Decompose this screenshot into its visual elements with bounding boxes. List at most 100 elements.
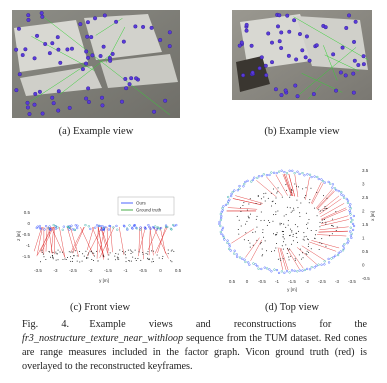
feature-point — [26, 17, 31, 22]
range-cone — [148, 226, 151, 256]
feature-point — [39, 11, 44, 16]
map-point — [289, 207, 291, 209]
map-point — [66, 256, 68, 258]
feature-point — [40, 111, 45, 116]
range-cone — [36, 226, 43, 257]
keyframe — [310, 175, 313, 179]
range-cone — [316, 234, 347, 237]
feature-point — [347, 13, 352, 18]
map-point — [145, 252, 147, 254]
map-point — [289, 248, 291, 250]
feature-point — [14, 88, 19, 93]
keyframe — [228, 245, 231, 248]
map-point — [146, 257, 148, 259]
map-point — [248, 217, 250, 219]
keyframe — [218, 220, 221, 224]
map-point — [303, 239, 305, 241]
feature-track — [293, 16, 369, 61]
map-point — [275, 213, 277, 215]
keyframe — [331, 183, 335, 186]
feature-track — [41, 15, 170, 115]
keyframe — [104, 225, 107, 229]
feature-point — [279, 46, 284, 51]
feature-point — [27, 112, 32, 117]
y-tick-label: 2.5 — [362, 195, 369, 200]
range-cone — [311, 183, 324, 205]
keyframe — [36, 225, 39, 228]
map-point — [321, 222, 323, 224]
keyframe — [334, 254, 337, 257]
map-point — [290, 255, 292, 257]
map-point — [264, 240, 266, 242]
map-point — [130, 253, 132, 255]
feature-point — [270, 60, 275, 65]
keyframe — [70, 224, 73, 227]
y-tick-label: 0.5 — [362, 249, 369, 254]
map-point — [156, 254, 158, 256]
map-point — [275, 197, 277, 199]
y-tick-label: 1 — [362, 236, 365, 241]
map-point — [285, 244, 287, 246]
feature-point — [287, 29, 292, 34]
keyframe — [139, 226, 142, 229]
map-point — [73, 255, 75, 257]
map-point — [276, 234, 278, 236]
feature-point — [14, 47, 19, 52]
keyframe — [346, 237, 349, 241]
keyframe — [147, 224, 150, 227]
keyframe — [220, 215, 223, 218]
map-point — [97, 260, 99, 262]
map-point — [52, 255, 54, 257]
feature-track — [31, 36, 95, 71]
map-point — [288, 256, 290, 258]
keyframe — [229, 249, 232, 252]
keyframe — [260, 174, 263, 178]
map-point — [275, 247, 277, 249]
keyframe — [303, 268, 306, 272]
caption-text: sequence from the TUM dataset. Red cones… — [22, 333, 367, 372]
map-point — [270, 192, 272, 194]
keyframe — [220, 232, 223, 236]
keyframe — [220, 211, 223, 214]
keyframe — [293, 269, 296, 272]
keyframe — [317, 177, 320, 181]
keyframe — [349, 203, 352, 206]
feature-point — [90, 53, 95, 58]
feature-point — [25, 100, 30, 105]
map-point — [238, 219, 240, 221]
keyframe — [223, 238, 226, 241]
keyframe — [278, 170, 281, 173]
map-point — [81, 260, 83, 262]
feature-point — [86, 99, 91, 104]
map-point — [248, 203, 250, 205]
map-point — [296, 199, 298, 201]
keyframe — [306, 173, 309, 176]
keyframe — [315, 264, 318, 267]
keyframe — [224, 203, 228, 207]
feature-point — [269, 40, 274, 45]
keyframe — [253, 176, 256, 179]
feature-point — [249, 43, 254, 48]
panel-caption: (a) Example view — [59, 126, 134, 137]
range-cone — [250, 239, 263, 261]
keyframe — [277, 271, 281, 275]
feature-point — [69, 46, 74, 51]
keyframe — [56, 226, 59, 229]
map-point — [162, 255, 164, 257]
keyframe — [349, 217, 353, 220]
keyframe — [244, 180, 247, 184]
feature-point — [163, 98, 168, 103]
keyframe — [112, 226, 115, 229]
keyframe — [349, 213, 352, 216]
map-point — [249, 242, 251, 244]
range-cone — [309, 241, 337, 252]
feature-point — [338, 70, 343, 75]
map-point — [102, 254, 104, 256]
keyframe — [107, 228, 111, 231]
map-point — [243, 202, 245, 204]
keyframe — [288, 271, 291, 274]
map-point — [117, 253, 119, 255]
map-point — [299, 248, 301, 250]
keyframe — [228, 198, 231, 201]
keyframe — [61, 228, 64, 231]
